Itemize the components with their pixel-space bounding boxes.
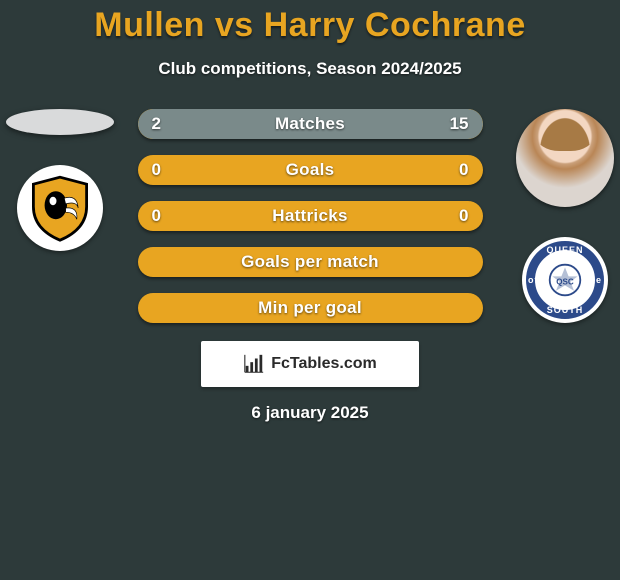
stat-value-right: 15 [450, 109, 469, 139]
content-row: QUEEN of the SOUTH QSC Matches215Goals00… [0, 109, 620, 323]
stat-value-right: 0 [459, 201, 468, 231]
chart-icon [243, 353, 265, 375]
stat-value-left: 0 [152, 155, 161, 185]
stat-value-left: 0 [152, 201, 161, 231]
stat-value-left: 2 [152, 109, 161, 139]
infographic-root: Mullen vs Harry Cochrane Club competitio… [0, 0, 620, 423]
crest-icon: QSC [547, 262, 583, 298]
stat-label: Hattricks [138, 201, 483, 231]
stat-value-right: 0 [459, 155, 468, 185]
stat-label: Min per goal [138, 293, 483, 323]
shield-icon [25, 173, 95, 243]
stat-bar: Min per goal [138, 293, 483, 323]
stat-label: Matches [138, 109, 483, 139]
player-left-club-badge [17, 165, 103, 251]
stat-label: Goals per match [138, 247, 483, 277]
player-right-avatar [516, 109, 614, 207]
stat-label: Goals [138, 155, 483, 185]
player-left-avatar [6, 109, 114, 135]
badge-inner: QSC [542, 257, 588, 303]
stat-bar: Hattricks0 0 [138, 201, 483, 231]
badge-text-bottom: SOUTH [547, 305, 584, 315]
stat-bar: Matches2 15 [138, 109, 483, 139]
stat-bar: Goals0 0 [138, 155, 483, 185]
player-right-column: QUEEN of the SOUTH QSC [516, 109, 614, 323]
branding-box: FcTables.com [201, 341, 419, 387]
page-title: Mullen vs Harry Cochrane [0, 6, 620, 45]
player-right-club-badge: QUEEN of the SOUTH QSC [522, 237, 608, 323]
page-subtitle: Club competitions, Season 2024/2025 [0, 59, 620, 79]
player-left-column [6, 109, 114, 251]
branding-text: FcTables.com [271, 355, 377, 373]
badge-text-left: of [528, 275, 539, 285]
badge-text-top: QUEEN [546, 245, 583, 255]
stat-bar: Goals per match [138, 247, 483, 277]
svg-text:QSC: QSC [556, 278, 574, 287]
date-label: 6 january 2025 [0, 403, 620, 423]
stat-bars: Matches215Goals00Hattricks00Goals per ma… [138, 109, 483, 323]
